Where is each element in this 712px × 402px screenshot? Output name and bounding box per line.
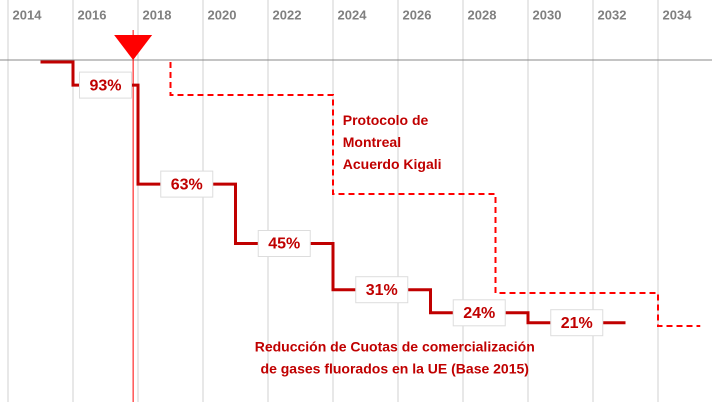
value-label-group: 24% <box>452 299 506 327</box>
value-label: 93% <box>89 77 121 94</box>
value-label: 21% <box>561 315 593 332</box>
annotation: Protocolo de <box>343 112 429 128</box>
step-line <box>169 62 701 327</box>
x-tick-label: 2018 <box>143 7 172 22</box>
value-label: 24% <box>463 305 495 322</box>
value-label-box <box>79 71 132 99</box>
value-label-group: 45% <box>257 230 311 257</box>
value-label-box <box>257 230 311 257</box>
value-label-box <box>452 299 506 327</box>
value-label-group: 93% <box>79 71 132 99</box>
value-label: 63% <box>171 176 203 193</box>
x-tick-label: 2014 <box>13 7 43 22</box>
annotation: Acuerdo Kigali <box>343 156 442 172</box>
value-label-box <box>160 170 214 198</box>
value-label-group: 31% <box>355 276 409 304</box>
x-tick-label: 2030 <box>533 7 562 22</box>
x-tick-label: 2024 <box>338 7 368 22</box>
value-label: 45% <box>268 236 300 253</box>
current-marker-head <box>114 35 153 60</box>
x-tick-label: 2020 <box>208 7 237 22</box>
value-label: 31% <box>366 282 398 299</box>
annotation: Montreal <box>343 134 401 150</box>
annotation: de gases fluorados en la UE (Base 2015) <box>261 360 529 376</box>
value-label-box <box>355 276 409 304</box>
x-tick-label: 2016 <box>78 7 107 22</box>
annotation: Reducción de Cuotas de comercialización <box>255 338 535 354</box>
value-label-box <box>550 309 604 337</box>
x-tick-label: 2022 <box>273 7 302 22</box>
x-tick-label: 2032 <box>598 7 627 22</box>
x-tick-label: 2028 <box>468 7 497 22</box>
value-label-group: 21% <box>550 309 604 337</box>
x-tick-label: 2026 <box>403 7 432 22</box>
x-tick-label: 2034 <box>663 7 693 22</box>
value-label-group: 63% <box>160 170 214 198</box>
